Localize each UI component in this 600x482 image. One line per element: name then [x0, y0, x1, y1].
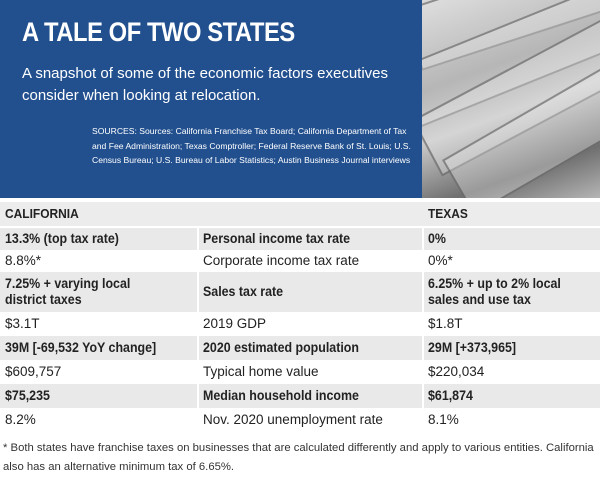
texas-value: 0%: [428, 231, 446, 246]
california-value: 39M [-69,532 YoY change]: [5, 340, 157, 355]
california-value: 7.25% + varying local district taxes: [5, 276, 131, 307]
column-separator: [197, 360, 199, 384]
factor-label: Typical home value: [203, 364, 319, 379]
california-value: $75,235: [5, 388, 50, 403]
column-separator: [197, 408, 199, 432]
column-separator: [422, 360, 424, 384]
column-separator: [197, 312, 199, 336]
california-value: 13.3% (top tax rate): [5, 231, 119, 246]
table-row: 7.25% + varying local district taxes Sale…: [0, 272, 600, 312]
title: A TALE OF TWO STATES: [22, 17, 295, 47]
factor-label: Median household income: [203, 388, 359, 403]
california-value: $3.1T: [5, 316, 40, 331]
table-row: 8.2% Nov. 2020 unemployment rate 8.1%: [0, 408, 600, 432]
table-row: $609,757 Typical home value $220,034: [0, 360, 600, 384]
column-separator: [197, 228, 199, 250]
column-separator: [197, 336, 199, 360]
texas-value: $1.8T: [428, 316, 463, 331]
texas-value: $61,874: [428, 388, 473, 403]
california-value: 8.8%*: [5, 253, 42, 268]
texas-value: 6.25% + up to 2% local sales and use tax: [428, 276, 561, 307]
table-row: 8.8%* Corporate income tax rate 0%*: [0, 250, 600, 272]
footnote: * Both states have franchise taxes on bu…: [3, 442, 594, 473]
column-separator: [422, 384, 424, 408]
money-photo: [422, 0, 600, 198]
factor-label: Nov. 2020 unemployment rate: [203, 412, 383, 427]
column-separator: [422, 272, 424, 312]
factor-label: Sales tax rate: [203, 284, 284, 299]
factor-label: 2019 GDP: [203, 316, 267, 331]
factor-label: Personal income tax rate: [203, 231, 351, 246]
column-header: TEXAS: [428, 206, 468, 221]
banner: A TALE OF TWO STATES A snapshot of some …: [0, 0, 422, 198]
table-header: CALIFORNIA TEXAS: [0, 202, 600, 226]
table-row: $3.1T 2019 GDP $1.8T: [0, 312, 600, 336]
california-value: 8.2%: [5, 412, 36, 427]
column-separator: [422, 336, 424, 360]
texas-value: 0%*: [428, 253, 453, 268]
table-row: 13.3% (top tax rate) Personal income tax …: [0, 228, 600, 250]
column-separator: [422, 312, 424, 336]
texas-value: 8.1%: [428, 412, 459, 427]
factor-label: 2020 estimated population: [203, 340, 359, 355]
column-separator: [422, 408, 424, 432]
table-row: $75,235 Median household income $61,874: [0, 384, 600, 408]
sources: SOURCES: Sources: California Franchise T…: [92, 126, 411, 165]
column-separator: [197, 272, 199, 312]
column-separator: [197, 384, 199, 408]
texas-value: $220,034: [428, 364, 485, 379]
table-row: 39M [-69,532 YoY change] 2020 estimated p…: [0, 336, 600, 360]
column-separator: [197, 250, 199, 272]
column-separator: [422, 228, 424, 250]
texas-value: 29M [+373,965]: [428, 340, 517, 355]
california-value: $609,757: [5, 364, 62, 379]
subtitle: A snapshot of some of the economic facto…: [22, 65, 389, 104]
factor-label: Corporate income tax rate: [203, 253, 360, 268]
column-header: CALIFORNIA: [5, 206, 79, 221]
column-separator: [422, 250, 424, 272]
